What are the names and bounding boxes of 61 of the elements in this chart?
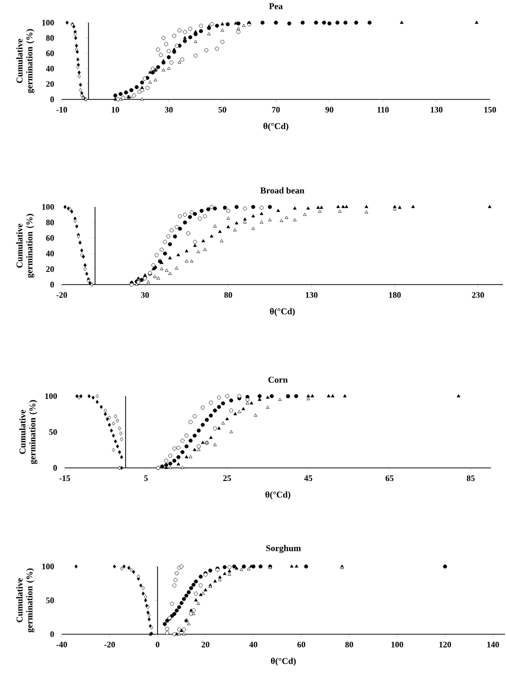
y-tick-label: 20 bbox=[46, 81, 54, 87]
y-tick-label: 0 bbox=[50, 96, 54, 102]
x-tick-label: 30 bbox=[164, 106, 173, 113]
chart-title: Sorghum bbox=[266, 544, 301, 554]
x-tick-label: -40 bbox=[56, 642, 68, 648]
x-tick-label: -15 bbox=[59, 475, 70, 482]
x-tick-label: 0 bbox=[156, 642, 160, 648]
y-tick-label: 40 bbox=[46, 250, 54, 256]
y-axis-title: Cumulative germination (%) bbox=[16, 29, 34, 94]
y-tick-label: 0 bbox=[50, 282, 54, 288]
x-tick-label: 40 bbox=[249, 642, 258, 648]
x-tick-label: 180 bbox=[389, 292, 401, 298]
y-tick-label: 50 bbox=[46, 598, 54, 604]
x-tick-label: 80 bbox=[345, 642, 354, 648]
x-axis-title: θ(°Cd) bbox=[265, 491, 290, 500]
y-tick-label: 100 bbox=[42, 204, 54, 210]
y-axis-title: Cumulative germination (%) bbox=[16, 214, 34, 278]
y-tick-label: 80 bbox=[46, 35, 54, 41]
x-tick-label: 25 bbox=[223, 475, 232, 482]
y-axis-title: Cumulative germination (%) bbox=[19, 400, 38, 464]
x-tick-label: 80 bbox=[224, 292, 232, 298]
x-tick-label: 120 bbox=[439, 642, 452, 648]
y-tick-label: 100 bbox=[42, 20, 54, 26]
y-tick-label: 80 bbox=[46, 220, 54, 226]
x-tick-label: 150 bbox=[484, 106, 496, 113]
x-tick-label: 130 bbox=[306, 292, 318, 298]
x-tick-label: 50 bbox=[218, 106, 226, 113]
x-axis-title: θ(°Cd) bbox=[263, 122, 288, 131]
y-tick-label: 0 bbox=[50, 631, 54, 638]
x-tick-label: 60 bbox=[297, 642, 306, 648]
x-tick-label: 140 bbox=[487, 642, 500, 648]
chart-title: Corn bbox=[268, 376, 288, 383]
chart-title: Pea bbox=[269, 3, 283, 10]
x-tick-label: 130 bbox=[430, 106, 443, 113]
x-tick-label: 65 bbox=[386, 475, 394, 482]
y-tick-label: 60 bbox=[46, 50, 54, 56]
x-tick-label: 70 bbox=[272, 106, 280, 113]
y-tick-label: 50 bbox=[49, 429, 57, 435]
x-tick-label: -20 bbox=[104, 642, 115, 648]
x-tick-label: 85 bbox=[466, 475, 475, 482]
x-tick-label: 100 bbox=[392, 642, 404, 648]
y-tick-label: 20 bbox=[46, 266, 54, 272]
x-axis-title: θ(°Cd) bbox=[270, 308, 295, 316]
x-tick-label: -10 bbox=[56, 106, 68, 113]
x-axis-title: θ(°Cd) bbox=[270, 658, 296, 666]
y-tick-label: 100 bbox=[45, 393, 57, 400]
x-tick-label: 90 bbox=[325, 106, 334, 113]
x-tick-label: -20 bbox=[56, 292, 68, 298]
chart-title: Broad bean bbox=[260, 187, 304, 194]
y-tick-label: 0 bbox=[53, 465, 57, 471]
x-tick-label: 5 bbox=[144, 475, 148, 481]
x-tick-label: 45 bbox=[304, 475, 312, 482]
y-axis-title: Cumulative germination (%) bbox=[16, 568, 34, 632]
x-tick-label: 110 bbox=[378, 106, 389, 113]
x-tick-label: 30 bbox=[141, 292, 149, 298]
x-tick-label: 230 bbox=[472, 292, 484, 298]
y-tick-label: 40 bbox=[46, 66, 54, 72]
x-tick-label: 10 bbox=[112, 106, 120, 113]
y-tick-label: 100 bbox=[42, 564, 54, 570]
y-tick-label: 60 bbox=[46, 235, 54, 241]
x-tick-label: 20 bbox=[202, 642, 210, 648]
